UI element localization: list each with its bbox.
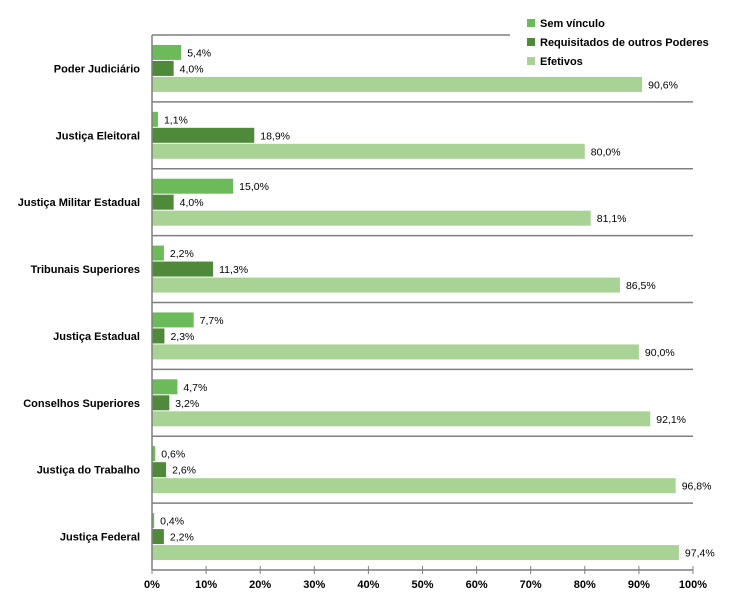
category-label-justica-eleitoral: Justiça Eleitoral — [56, 130, 140, 142]
bar-requisitados-de-outros-poderes-justica-federal — [152, 529, 164, 545]
x-tick-label: 0% — [144, 579, 160, 591]
value-label-requisitados-de-outros-poderes-justica-estadual: 2,3% — [170, 331, 194, 343]
bar-sem-vinculo-poder-judiciario — [152, 44, 182, 60]
category-label-justica-do-trabalho: Justiça do Trabalho — [37, 465, 141, 477]
category-label-poder-judiciario: Poder Judiciário — [54, 63, 140, 75]
bar-efetivos-conselhos-superiores — [152, 411, 651, 427]
bars-group — [152, 44, 679, 561]
x-tick-label: 30% — [303, 579, 325, 591]
legend: Sem vínculo Requisitados de outros Podere… — [527, 18, 709, 68]
bar-sem-vinculo-justica-estadual — [152, 312, 194, 328]
bar-requisitados-de-outros-poderes-poder-judiciario — [152, 60, 174, 76]
value-label-requisitados-de-outros-poderes-justica-do-trabalho: 2,6% — [172, 465, 196, 477]
value-label-requisitados-de-outros-poderes-justica-eleitoral: 18,9% — [260, 130, 290, 142]
bar-sem-vinculo-justica-do-trabalho — [152, 446, 156, 462]
x-tick-label: 90% — [628, 579, 650, 591]
bar-requisitados-de-outros-poderes-conselhos-superiores — [152, 395, 170, 411]
value-label-efetivos-justica-militar-estadual: 81,1% — [597, 213, 627, 225]
bar-efetivos-poder-judiciario — [152, 76, 643, 92]
value-label-efetivos-conselhos-superiores: 92,1% — [656, 414, 686, 426]
x-axis: 0% 10% 20% 30% 40% 50% 60% 70% 80% 90% 100% — [144, 35, 707, 591]
value-label-sem-vinculo-justica-do-trabalho: 0,6% — [161, 449, 185, 461]
value-label-efetivos-justica-eleitoral: 80,0% — [591, 146, 621, 158]
category-label-justica-estadual: Justiça Estadual — [53, 331, 140, 343]
x-tick-label: 60% — [466, 579, 488, 591]
x-tick-label: 40% — [357, 579, 379, 591]
x-tick-label: 80% — [574, 579, 596, 591]
bar-requisitados-de-outros-poderes-justica-do-trabalho — [152, 462, 167, 478]
value-label-requisitados-de-outros-poderes-tribunais-superiores: 11,3% — [219, 264, 248, 276]
bar-sem-vinculo-justica-federal — [152, 513, 155, 529]
bar-sem-vinculo-tribunais-superiores — [152, 245, 164, 261]
x-tick-label: 100% — [679, 579, 707, 591]
x-tick-label: 70% — [520, 579, 542, 591]
value-label-sem-vinculo-justica-estadual: 7,7% — [200, 315, 224, 327]
legend-swatch-efetivos — [527, 57, 535, 65]
legend-label-requisitados-de-outros-poderes: Requisitados de outros Poderes — [540, 37, 709, 49]
bar-requisitados-de-outros-poderes-justica-eleitoral — [152, 127, 255, 143]
value-label-requisitados-de-outros-poderes-justica-militar-estadual: 4,0% — [180, 197, 204, 209]
bar-requisitados-de-outros-poderes-justica-estadual — [152, 328, 165, 344]
x-tick-label: 10% — [195, 579, 217, 591]
legend-label-sem-vinculo: Sem vínculo — [540, 18, 605, 30]
legend-label-efetivos: Efetivos — [540, 56, 583, 68]
value-label-efetivos-justica-estadual: 90,0% — [645, 347, 675, 359]
legend-swatch-sem-vinculo — [527, 19, 535, 27]
category-labels-group: Poder Judiciário Justiça Eleitoral Justiça… — [18, 63, 141, 543]
bar-sem-vinculo-justica-militar-estadual — [152, 178, 234, 194]
category-label-justica-militar-estadual: Justiça Militar Estadual — [18, 197, 140, 209]
x-tick-label: 50% — [411, 579, 433, 591]
x-tick-label: 20% — [249, 579, 271, 591]
bar-efetivos-tribunais-superiores — [152, 277, 620, 293]
value-label-efetivos-tribunais-superiores: 86,5% — [626, 280, 656, 292]
value-label-efetivos-justica-federal: 97,4% — [685, 548, 715, 560]
value-label-sem-vinculo-justica-eleitoral: 1,1% — [164, 114, 188, 126]
value-label-sem-vinculo-tribunais-superiores: 2,2% — [170, 248, 194, 260]
value-label-sem-vinculo-justica-militar-estadual: 15,0% — [239, 181, 269, 193]
bar-requisitados-de-outros-poderes-justica-militar-estadual — [152, 194, 174, 210]
category-label-justica-federal: Justiça Federal — [60, 532, 140, 544]
category-label-conselhos-superiores: Conselhos Superiores — [23, 398, 140, 410]
legend-swatch-requisitados-de-outros-poderes — [527, 38, 535, 46]
value-label-requisitados-de-outros-poderes-conselhos-superiores: 3,2% — [175, 398, 199, 410]
bar-efetivos-justica-eleitoral — [152, 143, 585, 159]
value-label-requisitados-de-outros-poderes-poder-judiciario: 4,0% — [180, 63, 204, 75]
bar-requisitados-de-outros-poderes-tribunais-superiores — [152, 261, 214, 277]
value-label-requisitados-de-outros-poderes-justica-federal: 2,2% — [170, 532, 194, 544]
value-label-efetivos-justica-do-trabalho: 96,8% — [682, 481, 712, 493]
bar-efetivos-justica-do-trabalho — [152, 478, 676, 494]
bar-efetivos-justica-militar-estadual — [152, 210, 591, 226]
value-label-sem-vinculo-justica-federal: 0,4% — [160, 516, 184, 528]
bar-sem-vinculo-conselhos-superiores — [152, 379, 178, 395]
bar-efetivos-justica-estadual — [152, 344, 639, 360]
value-label-efetivos-poder-judiciario: 90,6% — [648, 79, 678, 91]
bar-efetivos-justica-federal — [152, 545, 679, 561]
value-labels-group: 5,4% 4,0% 90,6% 1,1% 18,9% 80,0% 15,0% 4,0% 81,1… — [160, 47, 715, 559]
category-separators — [152, 34, 693, 504]
value-label-sem-vinculo-poder-judiciario: 5,4% — [187, 47, 211, 59]
value-label-sem-vinculo-conselhos-superiores: 4,7% — [183, 382, 207, 394]
category-label-tribunais-superiores: Tribunais Superiores — [31, 264, 140, 276]
bar-sem-vinculo-justica-eleitoral — [152, 111, 158, 127]
